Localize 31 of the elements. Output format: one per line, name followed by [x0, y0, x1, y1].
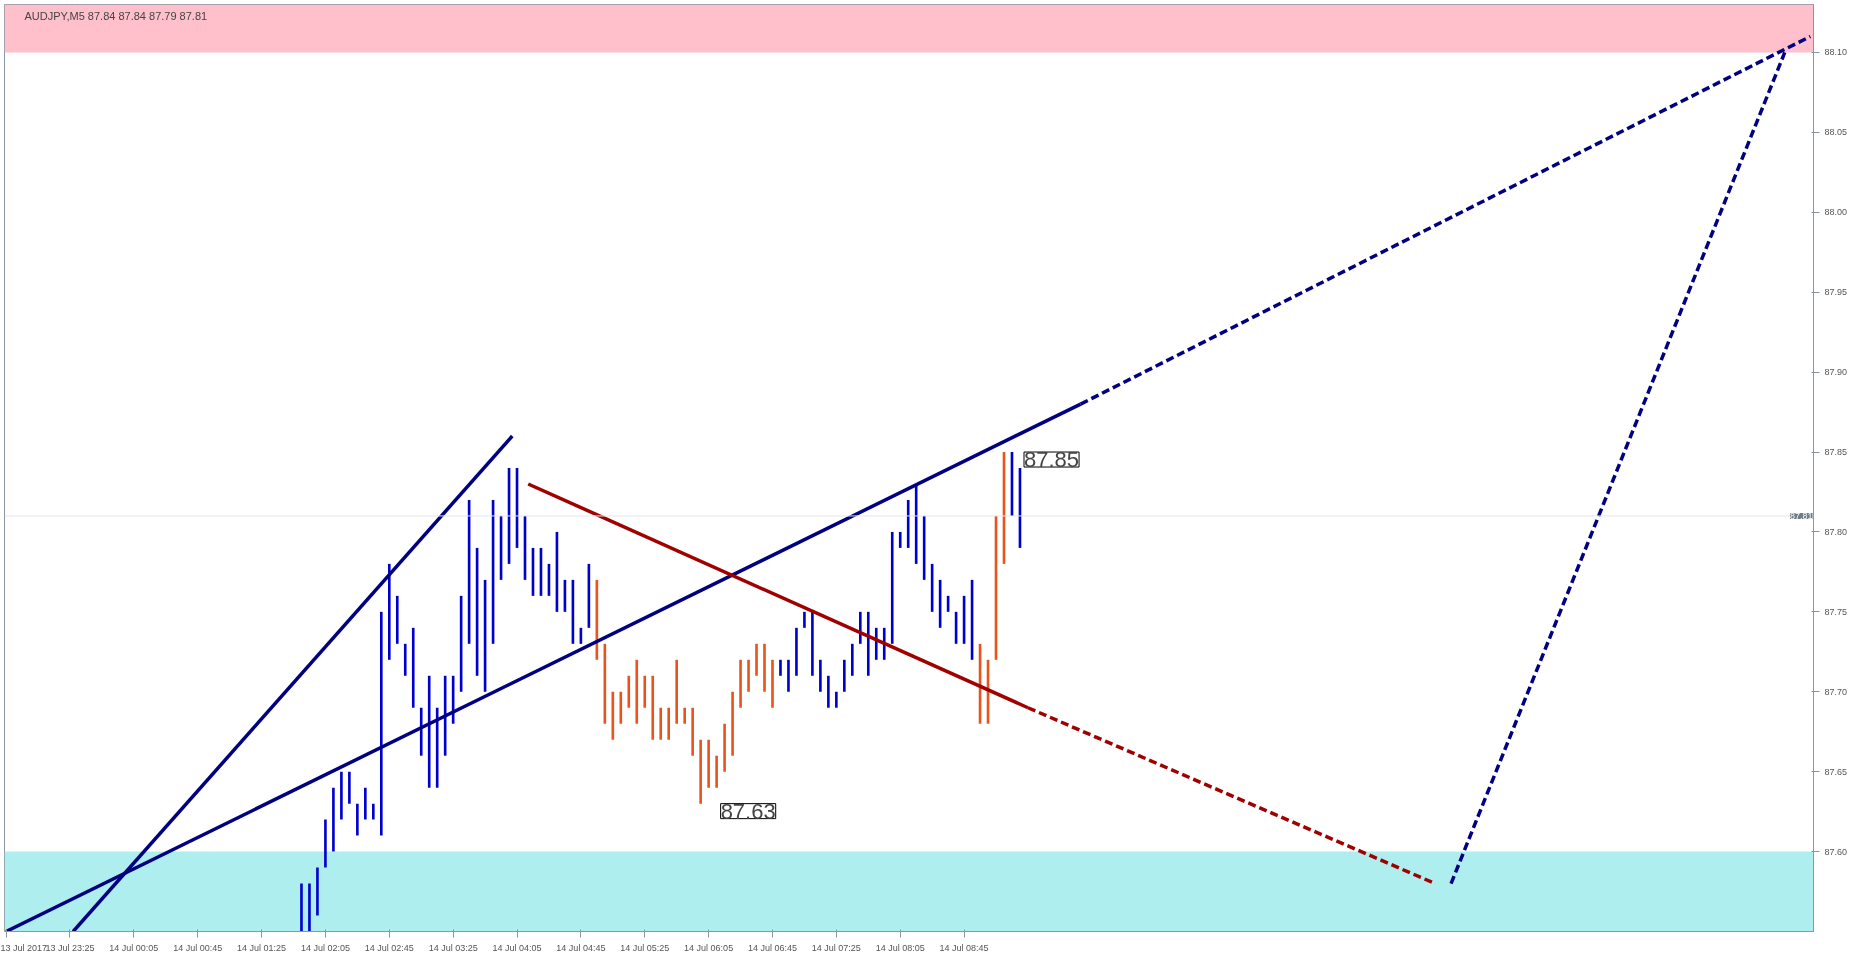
x-tick-label: 14 Jul 01:25: [237, 942, 287, 953]
y-tick-label: 88.05: [1824, 127, 1848, 138]
x-tick-label: 13 Jul 23:25: [45, 942, 95, 953]
x-tick-label: 14 Jul 08:45: [939, 942, 989, 953]
x-tick-label: 14 Jul 06:45: [747, 942, 798, 953]
annotation: 87.85: [1024, 447, 1080, 473]
x-tick-label: 14 Jul 05:25: [620, 942, 670, 953]
y-tick-label: 87.80: [1824, 526, 1848, 537]
x-tick-label: 14 Jul 08:05: [875, 942, 925, 953]
y-tick-label: 88.10: [1824, 47, 1848, 58]
x-tick-label: 14 Jul 04:05: [492, 942, 542, 953]
y-tick-label: 87.95: [1824, 287, 1848, 298]
chart-title: AUDJPY,M5 87.84 87.84 87.79 87.81: [24, 9, 208, 22]
x-tick-label: 14 Jul 00:45: [173, 942, 223, 953]
x-tick-label: 14 Jul 07:25: [811, 942, 861, 953]
x-tick-label: 14 Jul 02:45: [364, 942, 414, 953]
y-tick-label: 87.60: [1824, 846, 1848, 857]
x-tick-label: 14 Jul 00:05: [109, 942, 159, 953]
y-tick-label: 87.85: [1824, 447, 1848, 458]
ref-line-label: 87.81: [1789, 510, 1813, 521]
x-tick-label: 14 Jul 04:45: [556, 942, 606, 953]
y-tick-label: 88.00: [1824, 207, 1848, 218]
y-tick-label: 87.75: [1824, 606, 1848, 617]
x-tick-label: 13 Jul 2017: [0, 942, 48, 953]
y-tick-label: 87.70: [1824, 686, 1848, 697]
annotation: 87.63: [720, 798, 776, 824]
x-tick-label: 14 Jul 02:05: [300, 942, 350, 953]
x-tick-label: 14 Jul 03:25: [428, 942, 478, 953]
y-tick-label: 87.90: [1824, 367, 1848, 378]
x-tick-label: 14 Jul 06:05: [684, 942, 734, 953]
y-tick-label: 87.65: [1824, 766, 1848, 777]
